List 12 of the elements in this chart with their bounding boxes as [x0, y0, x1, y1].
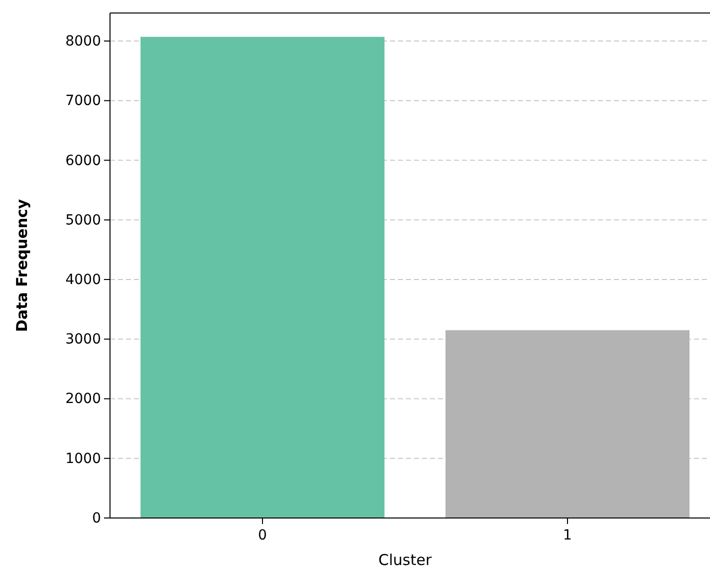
y-tick-label: 4000 [65, 272, 101, 288]
y-tick-label: 2000 [65, 391, 101, 408]
y-tick-label: 8000 [65, 34, 101, 50]
y-tick-label: 0 [92, 510, 101, 526]
x-tick-label: 1 [563, 528, 572, 544]
y-tick-label: 6000 [65, 152, 101, 169]
y-axis-title: Data Frequency [13, 198, 31, 332]
y-tick-label: 3000 [65, 332, 101, 348]
y-tick-label: 5000 [65, 212, 101, 228]
y-tick-label: 7000 [65, 93, 101, 110]
y-tick-label: 1000 [65, 450, 101, 467]
x-axis-title: Cluster [378, 551, 432, 569]
